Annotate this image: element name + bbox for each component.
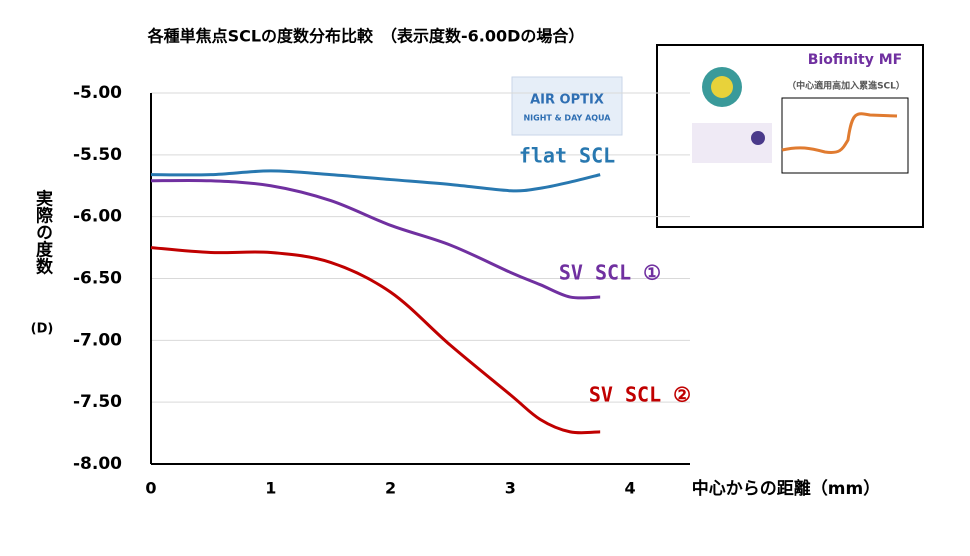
- inset: Biofinity MF （中心適用高加入累進SCL）: [656, 44, 924, 228]
- y-axis-unit: (D): [31, 322, 54, 337]
- y-tick-label: -5.00: [73, 83, 122, 103]
- series-line: [150, 178, 601, 300]
- inset-subtitle: （中心適用高加入累進SCL）: [787, 80, 905, 92]
- y-tick-label: -8.00: [73, 454, 122, 474]
- inset-chart-frame: [781, 97, 909, 174]
- series-line: [150, 169, 601, 193]
- logo-text: AIR OPTIX: [530, 93, 604, 108]
- chart-title: 各種単焦点SCLの度数分布比較 （表示度数-6.00Dの場合）: [147, 27, 585, 46]
- x-tick-label: 1: [265, 479, 276, 498]
- x-axis-label: 中心からの距離（mm）: [692, 478, 880, 499]
- x-tick-label: 3: [505, 479, 516, 498]
- series-label: SV SCL ①: [559, 261, 661, 285]
- logo: AIR OPTIX NIGHT & DAY AQUA: [511, 76, 623, 136]
- series-label: SV SCL ②: [589, 383, 691, 407]
- inset-product: [751, 131, 765, 145]
- x-tick-label: 0: [145, 479, 156, 498]
- x-tick-label: 4: [625, 479, 636, 498]
- y-tick-label: -6.50: [73, 269, 122, 289]
- y-tick-label: -7.50: [73, 392, 122, 412]
- series-line: [150, 246, 601, 435]
- y-axis-label: 実際の度数: [32, 188, 53, 275]
- logo-box: [511, 76, 623, 136]
- y-tick-label: -7.00: [73, 330, 122, 350]
- y-tick-label: -5.50: [73, 145, 122, 165]
- logo-text: NIGHT & DAY AQUA: [523, 114, 611, 123]
- inset-curve: [781, 112, 898, 154]
- series-label: flat SCL: [519, 144, 615, 168]
- y-tick-label: -6.00: [73, 207, 122, 227]
- inset-lens: [711, 76, 733, 98]
- inset-title: Biofinity MF: [808, 52, 902, 68]
- x-tick-label: 2: [385, 479, 396, 498]
